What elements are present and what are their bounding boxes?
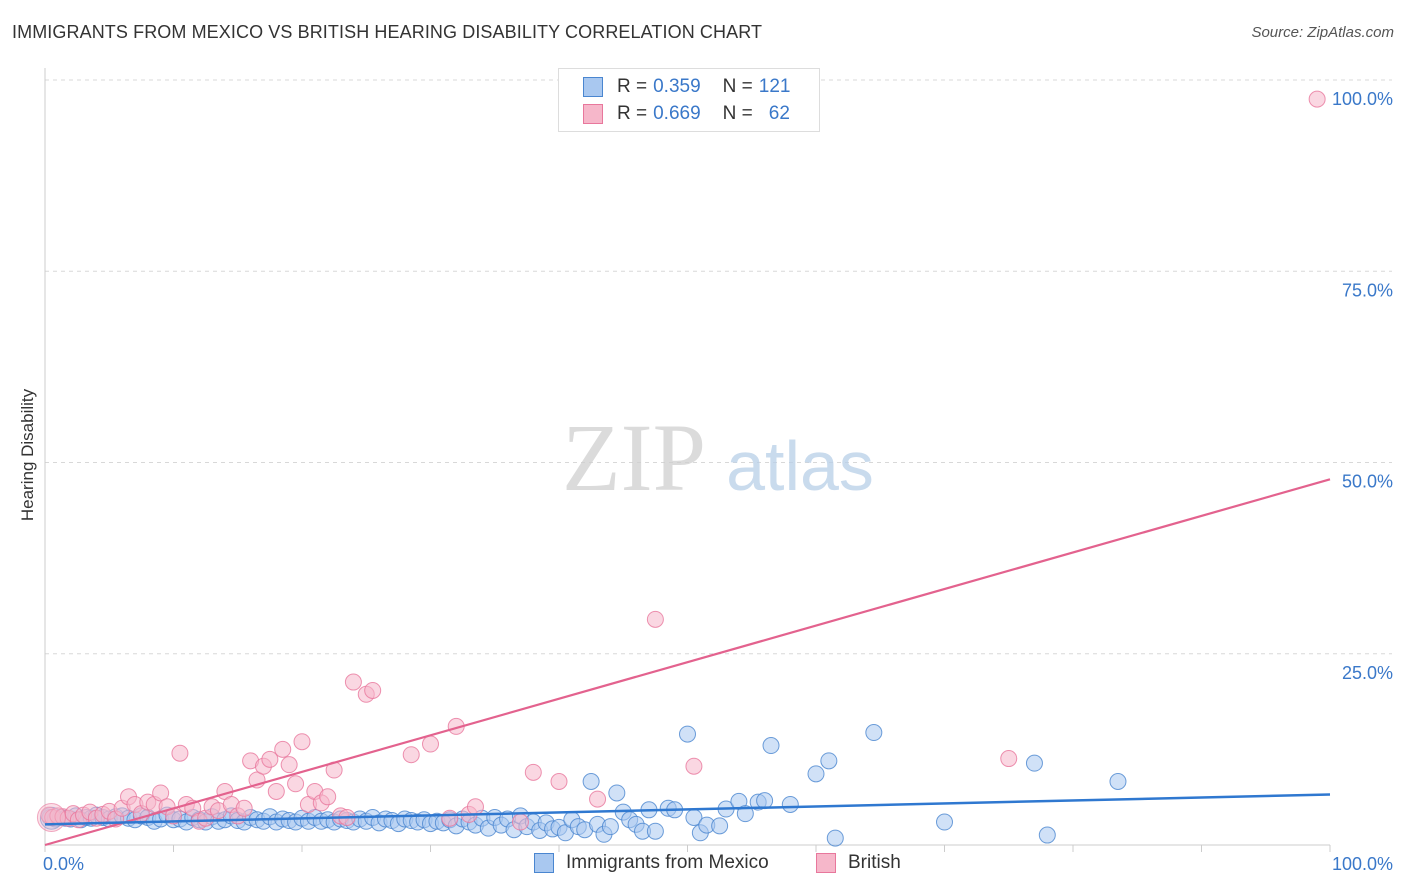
- source-credit: Source: ZipAtlas.com: [1251, 24, 1394, 41]
- legend-row-mexico: R = 0.359 N = 121: [583, 74, 790, 100]
- watermark: ZIP atlas: [562, 404, 874, 511]
- y-tick-label-2: 75.0%: [1342, 280, 1393, 300]
- axes: [44, 68, 1331, 852]
- british-point-39: [280, 756, 298, 774]
- british-point-40: [287, 775, 305, 793]
- mexico-point-89: [601, 818, 619, 836]
- british-point-63: [685, 757, 703, 775]
- british-point-22: [171, 744, 189, 762]
- correlation-legend: R = 0.359 N = 121 R = 0.669 N = 62: [558, 68, 820, 132]
- legend-row-british: R = 0.669 N = 62: [583, 101, 790, 127]
- british-point-53: [422, 735, 439, 753]
- x-tick-label-0: 0.0%: [43, 854, 84, 874]
- mexico-point-112: [820, 752, 838, 770]
- y-tick-label-0: 25.0%: [1342, 663, 1393, 683]
- r-value: 0.359: [653, 76, 701, 97]
- mexico-point-106: [736, 805, 754, 823]
- british-point-36: [261, 750, 279, 768]
- watermark-zip: ZIP: [562, 404, 706, 511]
- mexico-point-116: [1025, 754, 1043, 772]
- british-point-65: [1308, 90, 1326, 108]
- n-label: N =: [722, 103, 753, 124]
- mexico-legend-swatch: [534, 853, 554, 873]
- mexico-point-115: [936, 813, 953, 831]
- british-point-54: [441, 809, 459, 827]
- mexico-point-96: [646, 822, 664, 840]
- chart-title: IMMIGRANTS FROM MEXICO VS BRITISH HEARIN…: [12, 22, 763, 42]
- british-point-60: [550, 773, 568, 791]
- mexico-point-103: [711, 817, 729, 835]
- n-label: N =: [722, 76, 753, 97]
- mexico-point-113: [826, 829, 844, 847]
- mexico-point-118: [1109, 773, 1127, 791]
- legend-label-british: British: [848, 852, 901, 873]
- mexico-point-86: [582, 773, 600, 791]
- british-point-37: [267, 782, 285, 800]
- y-tick-label-3: 100.0%: [1332, 89, 1393, 109]
- british-point-52: [402, 746, 420, 764]
- british-point-41: [293, 733, 311, 751]
- trend-lines: [44, 478, 1331, 847]
- x-tick-label-1: 100.0%: [1332, 854, 1393, 874]
- british-point-38: [274, 740, 292, 758]
- gridlines: [45, 79, 1392, 655]
- british-legend-swatch: [816, 853, 836, 873]
- mexico-point-90: [608, 784, 626, 802]
- british-point-51: [364, 681, 382, 699]
- r-value: 0.669: [653, 103, 701, 124]
- n-value: 121: [758, 76, 791, 97]
- watermark-atlas: atlas: [726, 427, 874, 505]
- mexico-point-117: [1038, 826, 1056, 844]
- mexico-point-99: [679, 725, 696, 743]
- r-label: R =: [617, 103, 648, 124]
- mexico-trend-line: [44, 793, 1331, 826]
- british-point-45: [319, 788, 337, 806]
- british-swatch: [583, 104, 603, 124]
- british-point-59: [524, 763, 542, 781]
- british-point-57: [466, 798, 484, 816]
- british-point-64: [1000, 750, 1018, 768]
- british-point-32: [235, 799, 253, 817]
- legend-label-mexico: Immigrants from Mexico: [566, 852, 769, 873]
- series-british-points: [36, 90, 1326, 832]
- y-tick-label-1: 50.0%: [1342, 472, 1393, 492]
- british-point-61: [589, 790, 607, 808]
- british-point-62: [646, 610, 664, 628]
- british-point-cluster: [36, 802, 66, 832]
- mexico-point-109: [762, 737, 780, 755]
- mexico-point-110: [781, 795, 799, 813]
- british-trend-line: [44, 478, 1331, 847]
- legend-item-mexico[interactable]: Immigrants from Mexico: [534, 852, 769, 874]
- british-point-49: [344, 673, 362, 691]
- mexico-swatch: [583, 77, 603, 97]
- mexico-point-111: [807, 765, 825, 783]
- british-point-58: [511, 813, 529, 831]
- series-legend: Immigrants from Mexico British: [0, 852, 1406, 878]
- n-value: 62: [768, 103, 790, 124]
- r-label: R =: [617, 76, 648, 97]
- british-point-19: [152, 784, 170, 802]
- tick-labels: 25.0% 50.0% 75.0% 100.0% 0.0% 100.0%: [43, 89, 1393, 874]
- mexico-point-114: [865, 724, 883, 742]
- legend-item-british[interactable]: British: [816, 852, 901, 874]
- mexico-point-108: [756, 792, 774, 810]
